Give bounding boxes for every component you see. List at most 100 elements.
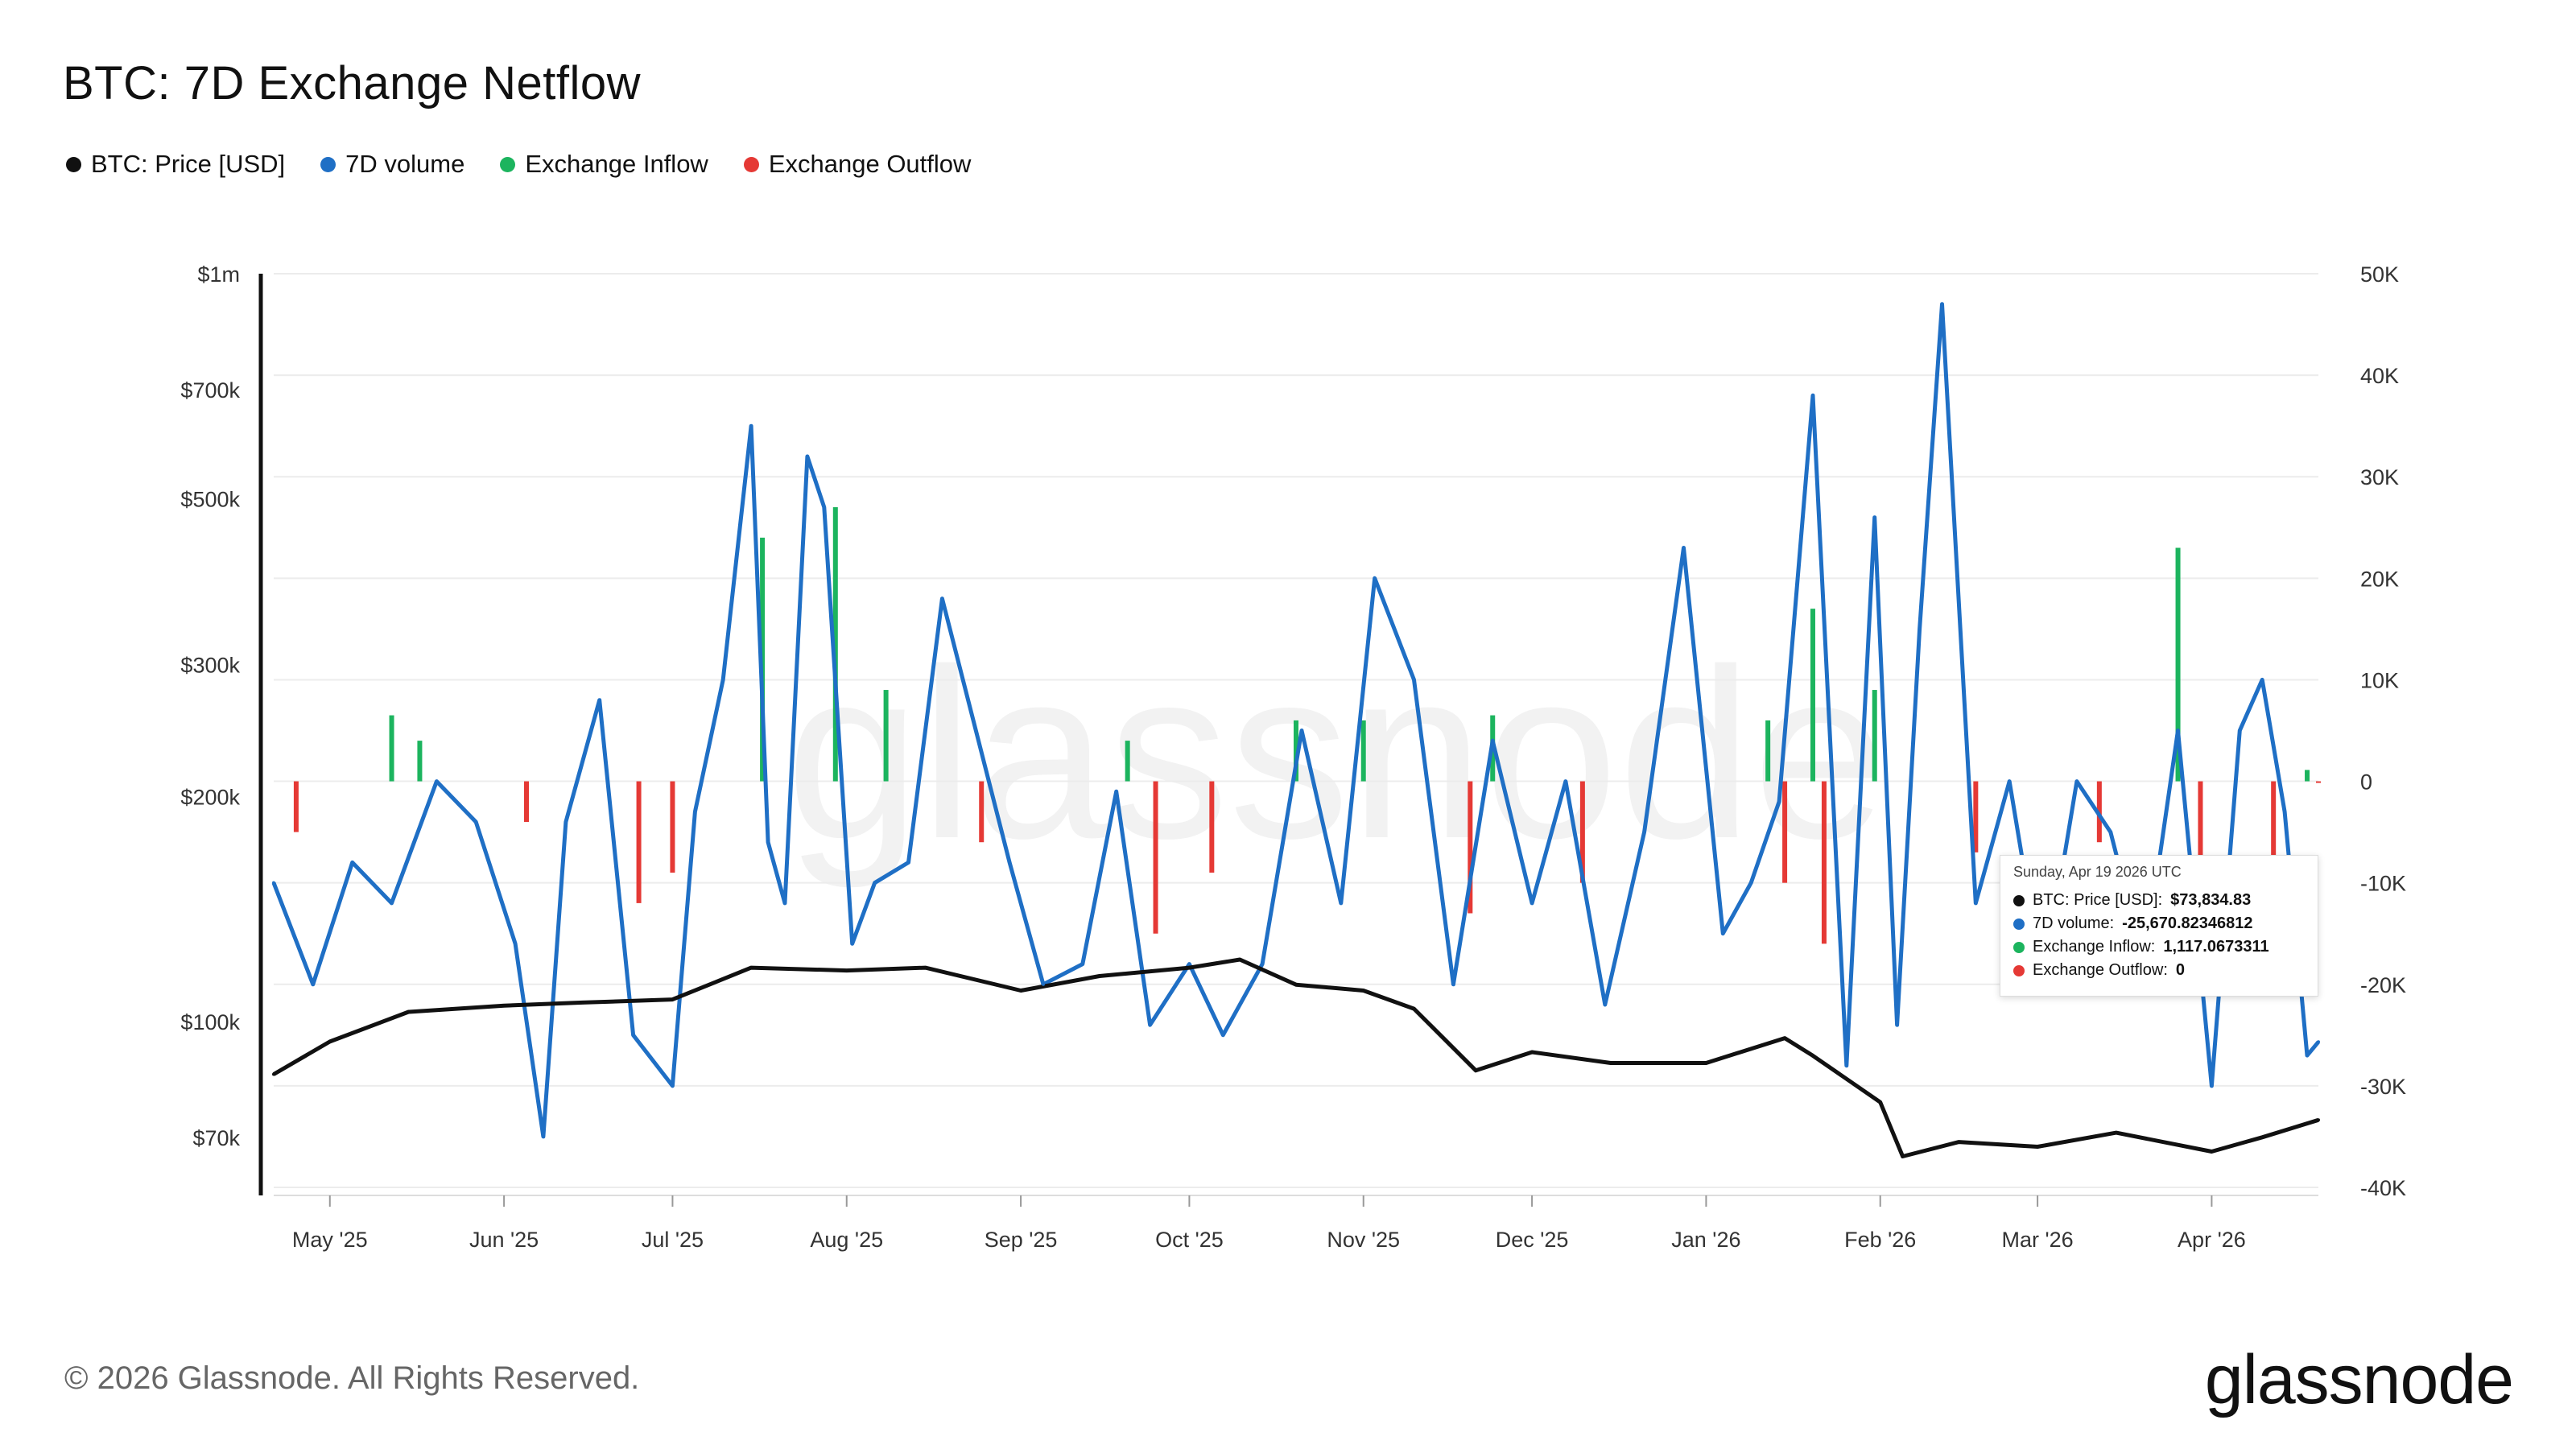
right-tick-label: 40K — [2360, 364, 2399, 388]
legend-label-outflow: Exchange Outflow — [768, 150, 972, 178]
volume-point — [390, 901, 394, 905]
price-point — [1361, 989, 1365, 993]
price-point — [749, 966, 753, 970]
tooltip-dot-inflow — [2013, 941, 2025, 953]
inflow-bar — [417, 741, 423, 782]
volume-point — [514, 942, 518, 946]
outflow-bar — [1579, 781, 1585, 883]
price-point — [502, 1004, 506, 1008]
legend-dot-volume — [320, 156, 336, 172]
volume-point — [2306, 1054, 2310, 1058]
tooltip-dot-outflow — [2013, 964, 2025, 976]
outflow-bar — [2271, 781, 2277, 863]
price-point — [2210, 1150, 2214, 1154]
outflow-bar — [1468, 781, 1473, 914]
glassnode-logo[interactable]: glassnode — [2204, 1341, 2514, 1418]
volume-point — [311, 982, 315, 986]
volume-point — [1810, 394, 1814, 398]
tooltip-row-volume: 7D volume: -25,670.82346812 — [2013, 912, 2305, 935]
price-point — [1901, 1154, 1905, 1158]
outflow-bar — [1973, 781, 1979, 852]
price-point — [407, 1009, 411, 1013]
x-tick-label: May '25 — [292, 1228, 368, 1252]
volume-point — [1844, 1063, 1848, 1067]
volume-point — [1339, 901, 1343, 905]
tooltip-label-outflow: Exchange Outflow: — [2033, 961, 2168, 979]
right-tick-label: -20K — [2360, 973, 2406, 997]
x-tick-label: Sep '25 — [985, 1228, 1058, 1252]
price-point — [1530, 1050, 1534, 1054]
volume-point — [1530, 901, 1534, 905]
volume-point — [2238, 729, 2242, 733]
volume-point — [474, 820, 478, 824]
price-point — [1412, 1007, 1416, 1011]
copyright-footer: © 2026 Glassnode. All Rights Reserved. — [64, 1360, 640, 1396]
price-point — [1810, 1054, 1814, 1058]
price-point — [2114, 1131, 2118, 1135]
x-tick-label: Feb '26 — [1844, 1228, 1916, 1252]
price-point — [328, 1039, 332, 1043]
volume-point — [1373, 576, 1377, 580]
tooltip-row-inflow: Exchange Inflow: 1,117.0673311 — [2013, 935, 2305, 959]
volume-point — [1749, 881, 1753, 885]
volume-point — [1563, 779, 1567, 783]
volume-point — [1148, 1023, 1152, 1027]
right-tick-label: -10K — [2360, 872, 2406, 896]
legend-label-price: BTC: Price [USD] — [91, 150, 286, 178]
x-tick-label: Jun '25 — [469, 1228, 539, 1252]
volume-point — [1918, 627, 1922, 631]
volume-point — [1777, 799, 1781, 803]
volume-point — [940, 597, 944, 601]
volume-point — [1261, 962, 1265, 966]
volume-point — [805, 455, 809, 458]
volume-point — [783, 901, 786, 905]
price-point — [2036, 1145, 2040, 1149]
price-point — [671, 997, 675, 1001]
price-point — [1878, 1100, 1882, 1104]
x-tick-label: Mar '26 — [2002, 1228, 2074, 1252]
inflow-bar — [832, 507, 838, 782]
legend-item-volume[interactable]: 7D volume — [320, 150, 464, 179]
x-tick-label: Apr '26 — [2178, 1228, 2246, 1252]
x-tick-label: Jul '25 — [642, 1228, 704, 1252]
price-point — [2317, 1118, 2320, 1122]
legend-dot-inflow — [500, 156, 516, 172]
tooltip-row-price: BTC: Price [USD]: $73,834.83 — [2013, 889, 2305, 912]
x-tick-label: Jan '26 — [1671, 1228, 1740, 1252]
left-tick-label: $300k — [180, 654, 240, 678]
volume-point — [1008, 861, 1012, 865]
price-point — [1187, 966, 1191, 970]
tooltip: Sunday, Apr 19 2026 UTC BTC: Price [USD]… — [2000, 855, 2318, 997]
volume-point — [822, 506, 826, 510]
tooltip-date: Sunday, Apr 19 2026 UTC — [2013, 864, 2182, 880]
tooltip-dot-volume — [2013, 918, 2025, 930]
price-point — [2260, 1135, 2264, 1139]
volume-point — [693, 810, 697, 814]
tooltip-value-outflow: 0 — [2175, 961, 2185, 979]
volume-point — [1451, 982, 1455, 986]
volume-point — [2176, 729, 2180, 733]
price-point — [1474, 1068, 1478, 1072]
outflow-bar — [524, 781, 530, 822]
tooltip-label-price: BTC: Price [USD]: — [2033, 891, 2163, 909]
legend-label-inflow: Exchange Inflow — [525, 150, 708, 178]
price-point — [1783, 1036, 1787, 1040]
legend-item-inflow[interactable]: Exchange Inflow — [500, 150, 708, 179]
left-tick-label: $700k — [180, 378, 240, 402]
volume-point — [564, 820, 568, 824]
volume-point — [749, 424, 753, 428]
x-tick-label: Aug '25 — [810, 1228, 883, 1252]
left-tick-label: $100k — [180, 1010, 240, 1034]
outflow-bar — [293, 781, 299, 832]
outflow-bar — [1153, 781, 1158, 934]
legend-item-outflow[interactable]: Exchange Outflow — [743, 150, 972, 179]
right-tick-label: 30K — [2360, 465, 2399, 489]
watermark: glassnode — [786, 618, 1887, 890]
tooltip-label-volume: 7D volume: — [2033, 914, 2115, 932]
volume-point — [1603, 1003, 1607, 1006]
legend-item-price[interactable]: BTC: Price [USD] — [66, 150, 285, 179]
volume-point — [850, 942, 854, 946]
volume-point — [1080, 962, 1084, 966]
right-tick-label: 50K — [2360, 262, 2399, 287]
